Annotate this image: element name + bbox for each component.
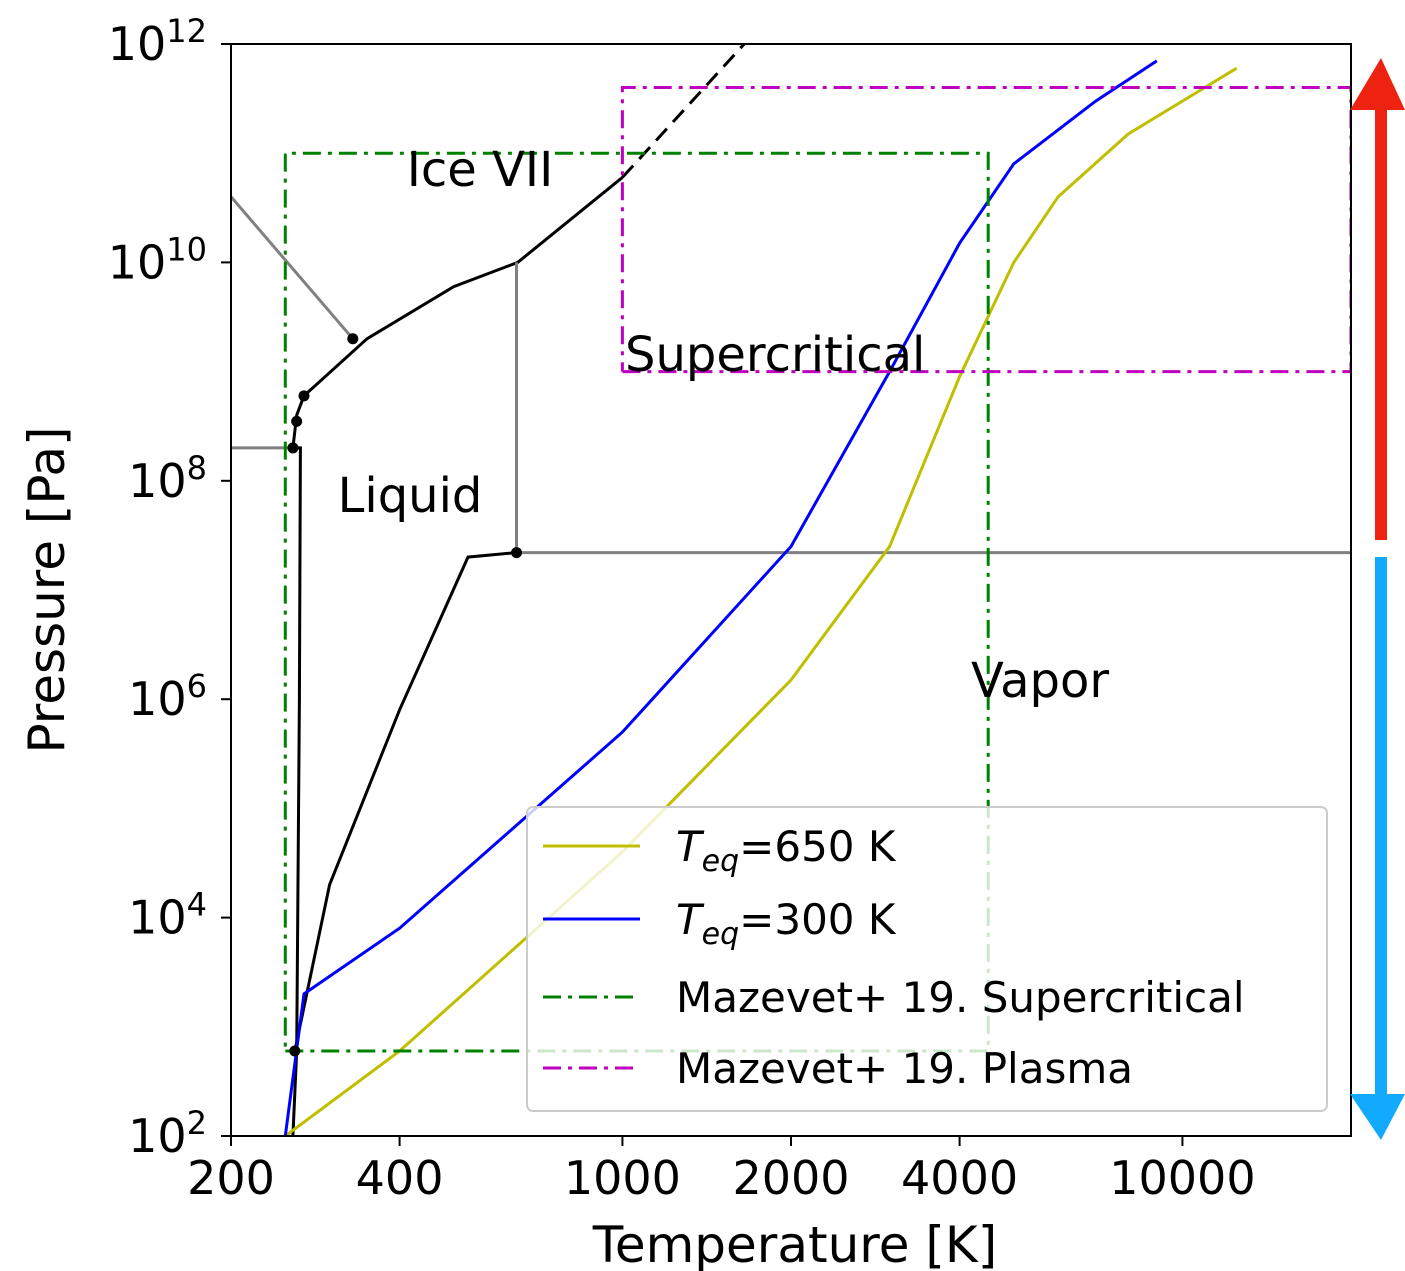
legend-label: Mazevet+ 19. Plasma xyxy=(676,1044,1133,1093)
legend-frame xyxy=(526,806,1328,1112)
red-arrow-head xyxy=(1350,58,1405,110)
x-tick-label: 400 xyxy=(356,1151,444,1205)
x-tick-label: 4000 xyxy=(901,1151,1018,1205)
legend-label: Teq=300 K xyxy=(676,895,897,952)
y-tick-label: 1010 xyxy=(108,230,207,289)
triple-point-marker xyxy=(347,333,359,345)
region-label: Liquid xyxy=(338,468,483,524)
x-tick-label: 2000 xyxy=(732,1151,849,1205)
legend-label: Teq=650 K xyxy=(676,822,897,879)
region-label: Ice VII xyxy=(407,142,553,198)
region-labels: Ice VII Liquid Supercritical Vapor xyxy=(338,142,1110,709)
region-label: Vapor xyxy=(971,653,1109,709)
legend: Teq=650 K Teq=300 K Mazevet+ 19. Supercrit… xyxy=(526,806,1328,1112)
y-tick-label: 1012 xyxy=(108,12,207,71)
triple-point-marker xyxy=(287,442,299,454)
x-tick-label: 200 xyxy=(187,1151,275,1205)
pressure-range-arrows xyxy=(1350,58,1405,1140)
plot-area xyxy=(231,44,1351,1136)
phase-boundary-line xyxy=(621,44,746,179)
region-label: Supercritical xyxy=(625,327,925,383)
y-tick-label: 102 xyxy=(128,1104,207,1163)
axis-ticks: 200 400 1000 2000 4000 10000 102 104 106 108 1010 1… xyxy=(108,12,1256,1205)
triple-point-marker xyxy=(511,547,523,559)
y-tick-label: 108 xyxy=(128,449,207,508)
y-tick-label: 104 xyxy=(128,886,207,945)
series-line-4 xyxy=(620,86,1351,374)
series-line-2 xyxy=(283,59,1158,1136)
x-tick-label: 10000 xyxy=(1109,1151,1255,1205)
blue-arrow-head xyxy=(1350,1094,1405,1140)
phase-boundary-line xyxy=(291,176,624,1136)
triple-point-marker xyxy=(291,415,303,427)
x-tick-label: 1000 xyxy=(564,1151,681,1205)
triple-point-marker xyxy=(298,390,310,402)
phase-boundary-line xyxy=(293,551,517,1052)
y-axis-label: Pressure [Pa] xyxy=(18,427,76,754)
y-tick-label: 106 xyxy=(128,667,207,726)
legend-label: Mazevet+ 19. Supercritical xyxy=(676,973,1245,1022)
phase-boundary-line xyxy=(231,195,354,340)
x-axis-label: Temperature [K] xyxy=(592,1216,997,1271)
triple-point-marker xyxy=(289,1045,301,1057)
